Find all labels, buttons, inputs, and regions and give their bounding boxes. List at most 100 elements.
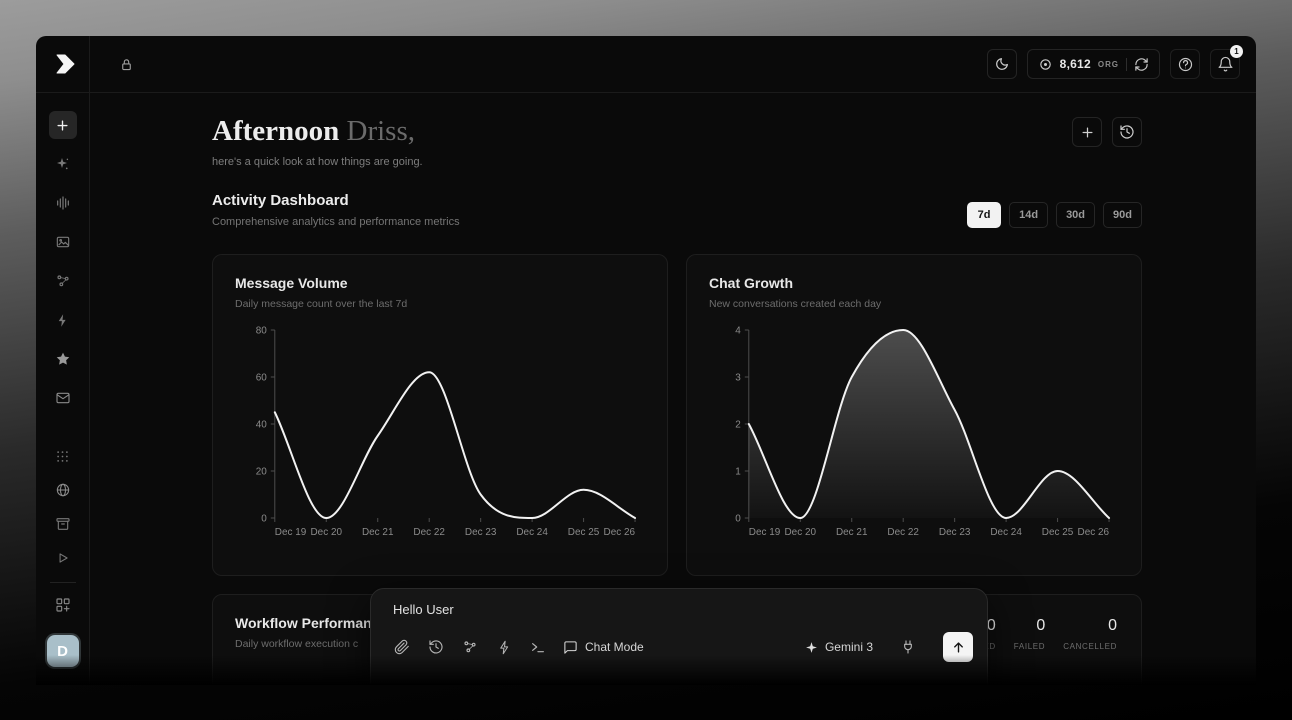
svg-text:Dec 25: Dec 25 (1042, 527, 1074, 538)
sidebar-item-assistant[interactable] (49, 150, 77, 178)
chart-title: Message Volume (235, 275, 348, 291)
stat-failed: 0 FAILED (1013, 617, 1046, 651)
svg-text:Dec 26: Dec 26 (604, 527, 636, 538)
target-icon (1038, 57, 1053, 72)
sidebar-item-media[interactable] (49, 228, 77, 256)
sidebar-item-new[interactable] (48, 111, 77, 139)
time-range-group: 7d 14d 30d 90d (967, 202, 1142, 228)
svg-text:Dec 21: Dec 21 (836, 527, 868, 538)
message-volume-card: Message Volume Daily message count over … (212, 254, 668, 576)
chat-mode-selector[interactable]: Chat Mode (563, 640, 644, 655)
svg-text:Dec 20: Dec 20 (785, 527, 817, 538)
svg-text:Dec 26: Dec 26 (1078, 527, 1110, 538)
sidebar-item-favorites[interactable] (49, 345, 77, 373)
svg-text:Dec 22: Dec 22 (887, 527, 919, 538)
svg-text:0: 0 (735, 513, 741, 524)
app-logo[interactable] (36, 36, 89, 93)
archive-icon (55, 516, 71, 532)
svg-text:Dec 19: Dec 19 (275, 527, 307, 538)
svg-text:Dec 24: Dec 24 (990, 527, 1022, 538)
sidebar-item-workflows[interactable] (49, 267, 77, 295)
model-selector[interactable]: Gemini 3 (805, 640, 873, 654)
attach-button[interactable] (393, 638, 411, 656)
grid-dots-icon (55, 449, 70, 464)
section-title: Activity Dashboard (212, 192, 349, 209)
help-button[interactable] (1170, 49, 1200, 79)
sidebar: D (36, 36, 90, 685)
greeting-subtitle: here's a quick look at how things are go… (212, 156, 423, 168)
greeting-actions (1072, 117, 1142, 147)
help-icon (1177, 56, 1194, 73)
speech-bubble-icon (563, 640, 578, 655)
workflow-subtitle: Daily workflow execution c (235, 638, 359, 650)
chevron-logo-icon (51, 52, 75, 76)
chat-input-panel[interactable]: Hello User Chat Mode Gemini 3 (370, 588, 988, 685)
history-button[interactable] (1112, 117, 1142, 147)
page-title: Afternoon Driss, (212, 115, 415, 147)
notifications-button[interactable]: 1 (1210, 45, 1243, 79)
svg-text:40: 40 (256, 419, 268, 430)
lock-icon[interactable] (119, 57, 134, 72)
moon-icon (994, 56, 1010, 72)
chat-growth-chart: 0 1 2 3 4 Dec 19 Dec 20 Dec 21 Dec 22 Dec 23 Dec 2… (735, 325, 1111, 538)
workflow-button[interactable] (461, 638, 479, 656)
chart-subtitle: New conversations created each day (709, 298, 882, 310)
sidebar-item-runs[interactable] (49, 544, 77, 572)
plug-button[interactable] (899, 638, 917, 656)
svg-text:Dec 19: Dec 19 (749, 527, 781, 538)
message-volume-chart: 0 20 40 60 80 Dec 19 Dec 20 Dec 21 Dec 22 Dec 23 D… (256, 325, 637, 538)
svg-text:80: 80 (256, 325, 268, 336)
workflow-title: Workflow Performance (235, 615, 388, 631)
app-window: D 8,612 ORG 1 (36, 36, 1256, 685)
image-icon (55, 234, 71, 250)
bell-icon (1217, 56, 1234, 73)
svg-text:20: 20 (256, 466, 268, 477)
refresh-icon[interactable] (1134, 57, 1149, 72)
notification-badge: 1 (1230, 45, 1243, 58)
chart-subtitle: Daily message count over the last 7d (235, 298, 408, 310)
svg-text:Dec 20: Dec 20 (311, 527, 343, 538)
org-credits-pill[interactable]: 8,612 ORG (1026, 49, 1160, 79)
stat-cancelled: 0 CANCELLED (1063, 617, 1117, 651)
send-button[interactable] (943, 632, 973, 662)
range-button-14d[interactable]: 14d (1009, 202, 1049, 228)
svg-text:Dec 23: Dec 23 (939, 527, 971, 538)
topbar: 8,612 ORG 1 (90, 36, 1256, 93)
svg-text:3: 3 (735, 372, 741, 383)
sidebar-item-apps[interactable] (49, 442, 77, 470)
sidebar-item-web[interactable] (49, 476, 77, 504)
sidebar-item-automations[interactable] (49, 306, 77, 334)
sidebar-item-inbox[interactable] (49, 384, 77, 412)
svg-text:2: 2 (735, 419, 741, 430)
svg-text:Dec 22: Dec 22 (413, 527, 445, 538)
nodes-icon (55, 273, 71, 289)
terminal-button[interactable] (529, 638, 547, 656)
add-button[interactable] (1072, 117, 1102, 147)
quick-actions-button[interactable] (495, 638, 513, 656)
sidebar-item-archive[interactable] (49, 510, 77, 538)
chat-toolbar: Chat Mode Gemini 3 (393, 632, 973, 662)
arrow-up-icon (951, 640, 966, 655)
section-subtitle: Comprehensive analytics and performance … (212, 216, 460, 228)
greeting-block: Afternoon Driss, here's a quick look at … (212, 107, 423, 168)
theme-toggle-button[interactable] (986, 49, 1017, 79)
sidebar-divider (49, 582, 76, 583)
history-button[interactable] (427, 638, 445, 656)
lightning-icon (55, 313, 70, 328)
range-button-30d[interactable]: 30d (1056, 202, 1096, 228)
svg-text:Dec 25: Dec 25 (568, 527, 600, 538)
plus-icon (55, 118, 70, 133)
sidebar-item-add-widget[interactable] (49, 591, 77, 619)
user-avatar[interactable]: D (46, 635, 79, 667)
svg-text:Dec 23: Dec 23 (465, 527, 497, 538)
star-icon (55, 351, 71, 367)
user-name: Driss, (346, 115, 415, 147)
range-button-90d[interactable]: 90d (1103, 202, 1142, 228)
chat-input-text[interactable]: Hello User (393, 602, 454, 617)
sidebar-item-audio[interactable] (49, 189, 77, 217)
globe-icon (55, 482, 71, 498)
chat-growth-card: Chat Growth New conversations created ea… (686, 254, 1142, 576)
grid-plus-icon (55, 597, 71, 613)
play-icon (56, 551, 70, 565)
range-button-7d[interactable]: 7d (967, 202, 1002, 228)
